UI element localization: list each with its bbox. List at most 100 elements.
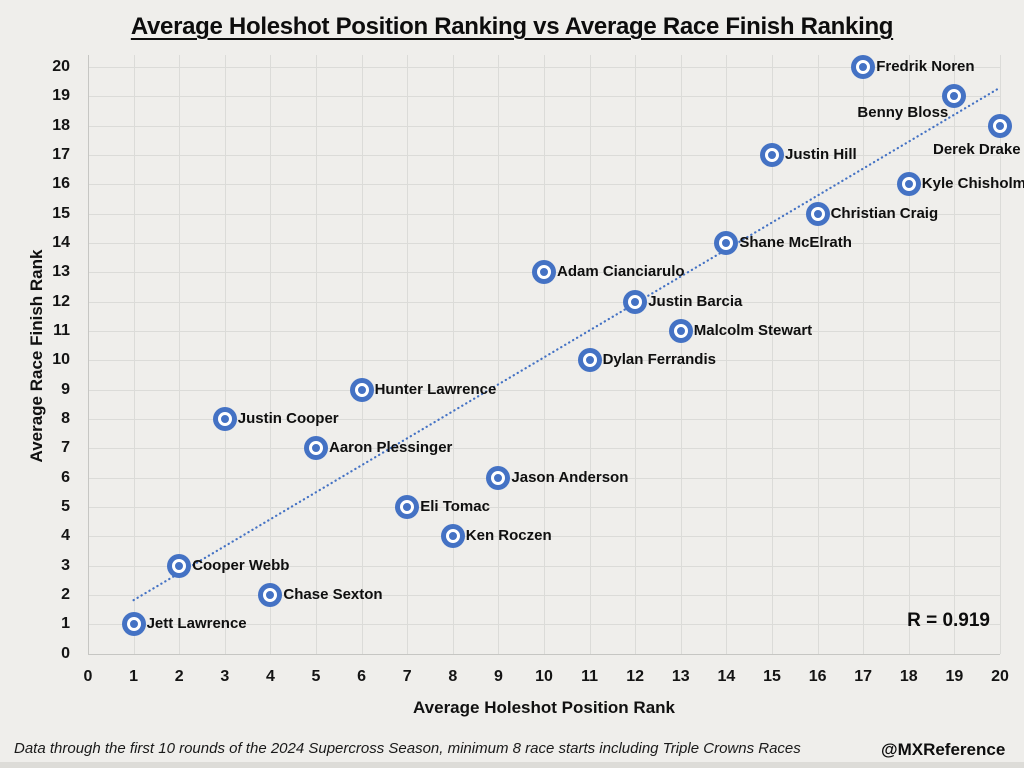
gridline-horizontal xyxy=(88,184,1000,186)
x-tick-label: 1 xyxy=(129,668,139,685)
y-tick-label: 2 xyxy=(61,585,70,603)
y-tick-label: 15 xyxy=(52,204,70,222)
gridline-horizontal xyxy=(88,624,1000,626)
x-axis-line xyxy=(88,653,1000,655)
gridline-vertical xyxy=(361,55,363,654)
gridline-horizontal xyxy=(88,330,1000,332)
y-tick-label: 12 xyxy=(52,292,70,310)
x-tick-label: 8 xyxy=(448,668,458,685)
y-tick-label: 18 xyxy=(52,116,70,134)
x-axis-title: Average Holeshot Position Rank xyxy=(413,698,675,717)
gridline-vertical xyxy=(498,55,500,654)
data-point-chase-sexton[interactable] xyxy=(258,582,283,607)
y-tick-label: 7 xyxy=(61,439,70,457)
data-point-kyle-chisholm[interactable] xyxy=(896,172,921,197)
data-point-justin-barcia[interactable] xyxy=(623,289,648,314)
gridline-horizontal xyxy=(88,418,1000,420)
data-point-dylan-ferrandis[interactable] xyxy=(577,348,602,373)
y-tick-label: 20 xyxy=(52,58,70,75)
point-label-ken-roczen: Ken Roczen xyxy=(465,527,552,545)
data-point-justin-hill[interactable] xyxy=(760,142,784,167)
gridline-vertical xyxy=(407,55,409,654)
y-axis-line xyxy=(88,55,89,654)
point-label-hunter-lawrence: Hunter Lawrence xyxy=(374,380,497,398)
point-label-benny-bloss: Benny Bloss xyxy=(857,104,949,122)
gridline-vertical xyxy=(817,55,819,654)
point-label-fredrik-noren: Fredrik Noren xyxy=(876,58,975,75)
data-point-cooper-webb[interactable] xyxy=(167,553,192,578)
chart-title: Average Holeshot Position Ranking vs Ave… xyxy=(130,13,894,40)
point-label-kyle-chisholm: Kyle Chisholm xyxy=(921,175,1024,193)
point-label-shane-mcelrath: Shane McElrath xyxy=(739,233,852,251)
x-tick-label: 10 xyxy=(535,668,553,685)
data-point-christian-craig[interactable] xyxy=(805,201,830,226)
point-label-justin-cooper: Justin Cooper xyxy=(237,409,339,427)
correlation-coefficient-label: R = 0.919 xyxy=(907,610,990,631)
gridline-horizontal xyxy=(88,301,1000,303)
gridline-horizontal xyxy=(88,213,1000,215)
y-tick-label: 10 xyxy=(52,351,70,369)
data-point-fredrik-noren[interactable] xyxy=(851,55,876,79)
data-point-jason-anderson[interactable] xyxy=(486,465,511,490)
data-point-eli-tomac[interactable] xyxy=(395,494,420,519)
gridline-horizontal xyxy=(88,67,1000,68)
y-tick-label: 14 xyxy=(52,233,70,251)
point-label-eli-tomac: Eli Tomac xyxy=(420,497,490,515)
gridline-vertical xyxy=(179,55,181,654)
gridline-horizontal xyxy=(88,477,1000,479)
data-point-justin-cooper[interactable] xyxy=(212,406,237,431)
x-tick-label: 4 xyxy=(265,668,275,685)
point-label-justin-barcia: Justin Barcia xyxy=(648,292,743,310)
gridline-horizontal xyxy=(88,389,1000,391)
x-tick-label: 7 xyxy=(402,668,412,685)
data-point-shane-mcelrath[interactable] xyxy=(714,230,739,255)
x-tick-label: 20 xyxy=(991,668,1009,685)
footer-note: Data through the first 10 rounds of the … xyxy=(14,740,801,757)
point-label-jason-anderson: Jason Anderson xyxy=(511,468,629,486)
gridline-vertical xyxy=(224,55,226,654)
y-tick-label: 1 xyxy=(61,615,70,633)
gridline-horizontal xyxy=(88,565,1000,567)
gridline-vertical xyxy=(133,55,135,654)
point-label-adam-cianciarulo: Adam Cianciarulo xyxy=(557,263,685,281)
data-point-benny-bloss[interactable] xyxy=(942,84,967,109)
point-label-cooper-webb: Cooper Webb xyxy=(192,556,290,574)
x-tick-label: 0 xyxy=(83,668,93,685)
data-point-hunter-lawrence[interactable] xyxy=(349,377,374,402)
x-tick-label: 15 xyxy=(763,668,781,685)
gridline-horizontal xyxy=(88,536,1000,538)
data-point-derek-drake[interactable] xyxy=(988,113,1012,138)
gridline-vertical xyxy=(635,55,637,654)
data-point-jett-lawrence[interactable] xyxy=(121,612,146,637)
x-tick-label: 3 xyxy=(220,668,230,685)
gridline-vertical xyxy=(954,55,956,654)
x-tick-label: 9 xyxy=(493,668,503,685)
y-tick-label: 13 xyxy=(52,263,70,281)
gridline-vertical xyxy=(270,55,272,654)
y-tick-label: 4 xyxy=(61,527,70,545)
x-tick-label: 17 xyxy=(854,668,873,685)
gridline-horizontal xyxy=(88,96,1000,98)
point-label-chase-sexton: Chase Sexton xyxy=(283,585,383,603)
gridline-vertical xyxy=(452,55,454,654)
gridline-vertical xyxy=(726,55,728,654)
x-tick-label: 12 xyxy=(626,668,645,685)
footer-credit: @MXReference xyxy=(881,740,1006,759)
data-point-ken-roczen[interactable] xyxy=(440,524,465,549)
gridline-vertical xyxy=(316,55,317,654)
data-point-adam-cianciarulo[interactable] xyxy=(532,260,556,285)
y-tick-label: 17 xyxy=(52,145,70,163)
y-tick-label: 19 xyxy=(52,87,70,105)
data-point-malcolm-stewart[interactable] xyxy=(668,318,693,343)
y-tick-label: 0 xyxy=(61,644,70,662)
point-label-aaron-plessinger: Aaron Plessinger xyxy=(329,439,453,457)
data-point-aaron-plessinger[interactable] xyxy=(304,436,328,461)
point-label-justin-hill: Justin Hill xyxy=(785,145,857,163)
y-tick-label: 11 xyxy=(53,321,70,339)
x-tick-label: 11 xyxy=(581,668,599,685)
gridline-horizontal xyxy=(88,506,1000,508)
point-label-dylan-ferrandis: Dylan Ferrandis xyxy=(602,351,716,369)
gridline-horizontal xyxy=(88,154,1000,156)
gridline-vertical xyxy=(544,55,545,654)
